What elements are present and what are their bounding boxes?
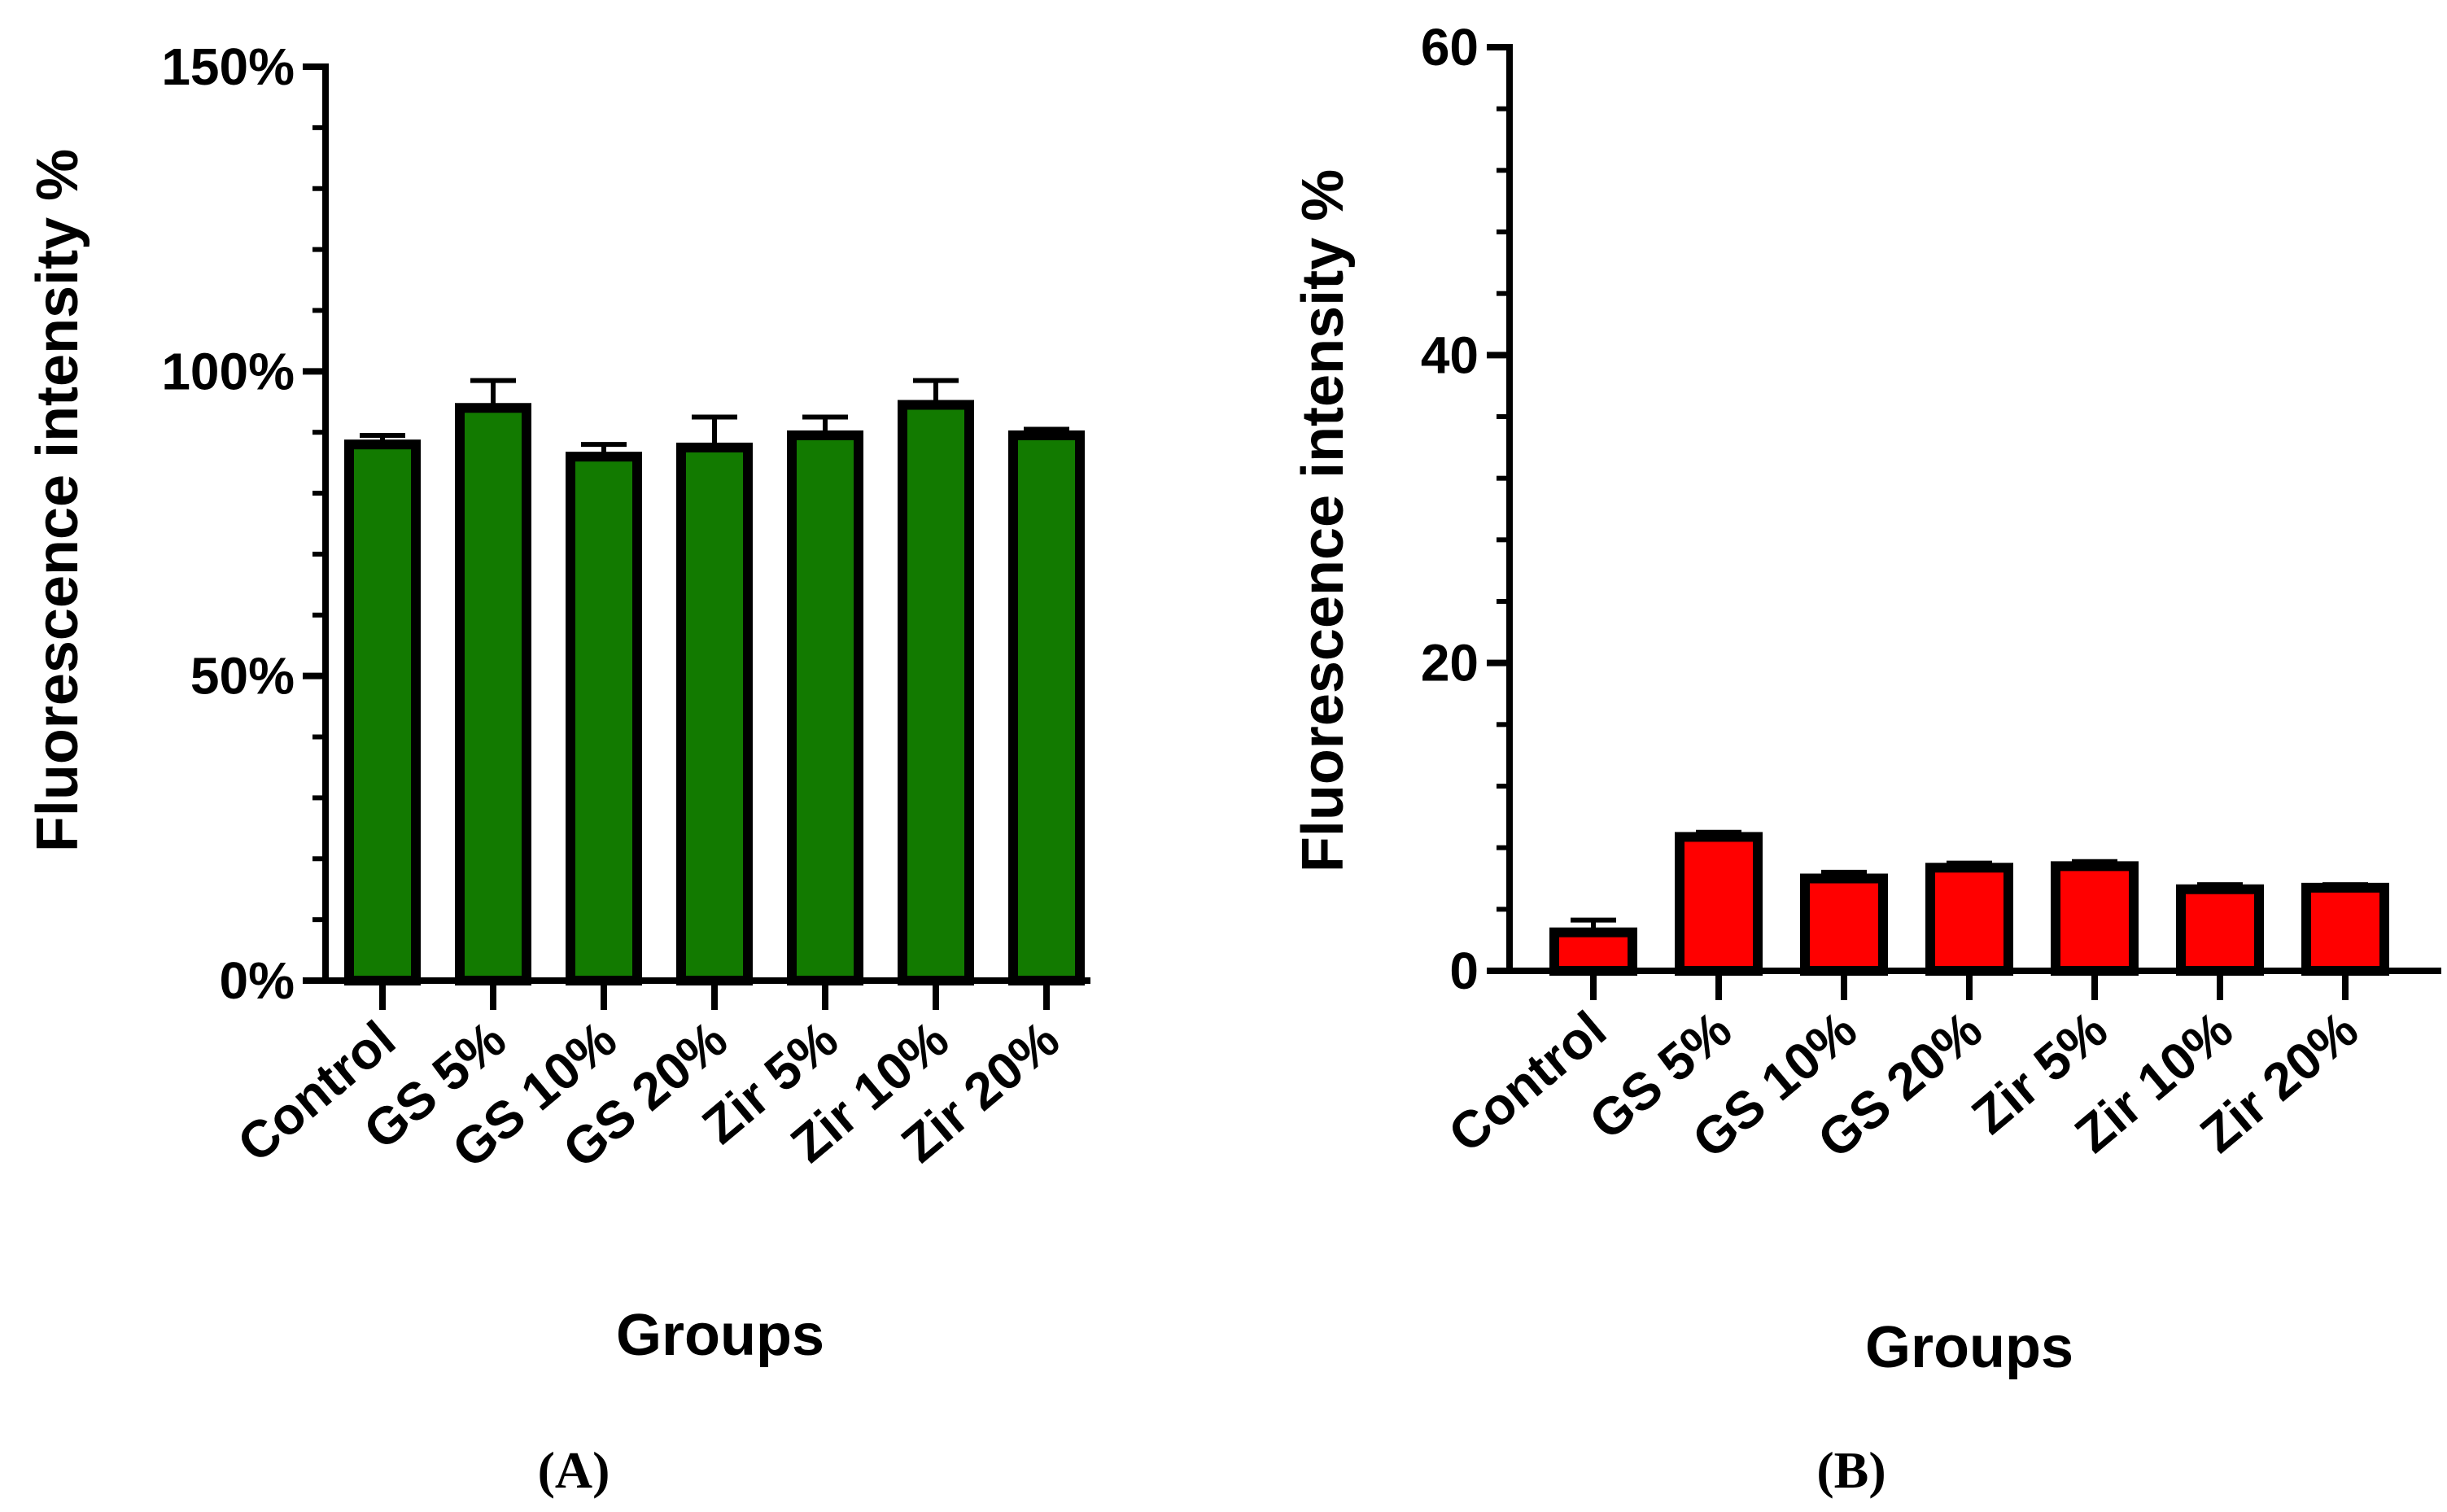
panel-a-bar bbox=[455, 403, 531, 985]
panel-a-bar bbox=[344, 439, 421, 985]
panel-a-bar bbox=[1008, 430, 1085, 985]
panel-a-y-tick-label: 150% bbox=[161, 37, 295, 96]
panel-b-y-tick-label: 0 bbox=[1449, 942, 1479, 1000]
panel-b-bar bbox=[1800, 873, 1888, 976]
panel-a-bar bbox=[676, 442, 753, 985]
panel-a-y-axis-title: Fluorescence intensity % bbox=[25, 149, 90, 852]
panel-b-bar bbox=[1925, 863, 2013, 976]
panel-a-bar bbox=[566, 452, 642, 985]
panel-a-x-axis-title: Groups bbox=[616, 1303, 824, 1368]
panel-a-y-tick-label: 50% bbox=[190, 647, 295, 706]
panel-b-bar bbox=[1549, 927, 1637, 977]
panel-b-y-tick-label: 40 bbox=[1421, 326, 1479, 384]
panel-b-y-axis-title: Fluorescence intensity % bbox=[1291, 169, 1356, 872]
panel-b-label: (B) bbox=[1816, 1441, 1886, 1499]
panel-a-label: (A) bbox=[538, 1441, 610, 1499]
panel-a-bar bbox=[787, 430, 863, 985]
panel-b-chart: Fluorescence intensity % Groups (B) 0 20 4… bbox=[1291, 18, 2441, 1499]
panel-b-bar bbox=[1675, 832, 1763, 977]
panel-a-y-tick-label: 100% bbox=[161, 342, 295, 400]
panel-b-bar bbox=[2176, 884, 2264, 977]
panel-a-bar bbox=[898, 400, 974, 985]
panel-b-bar bbox=[2301, 882, 2389, 976]
panel-a-x-tick-label: Control bbox=[226, 1010, 406, 1173]
panel-a-chart: Fluorescence intensity % Groups (A) 0% 50… bbox=[25, 37, 1090, 1499]
panel-a-y-tick-label: 0% bbox=[220, 951, 295, 1010]
panel-b-x-axis-title: Groups bbox=[1865, 1315, 2073, 1380]
panel-b-y-tick-label: 20 bbox=[1421, 634, 1479, 693]
panel-b-bar bbox=[2051, 861, 2139, 977]
panel-b-x-tick-label: Control bbox=[1437, 1000, 1617, 1164]
panel-b-y-tick-label: 60 bbox=[1421, 18, 1479, 76]
